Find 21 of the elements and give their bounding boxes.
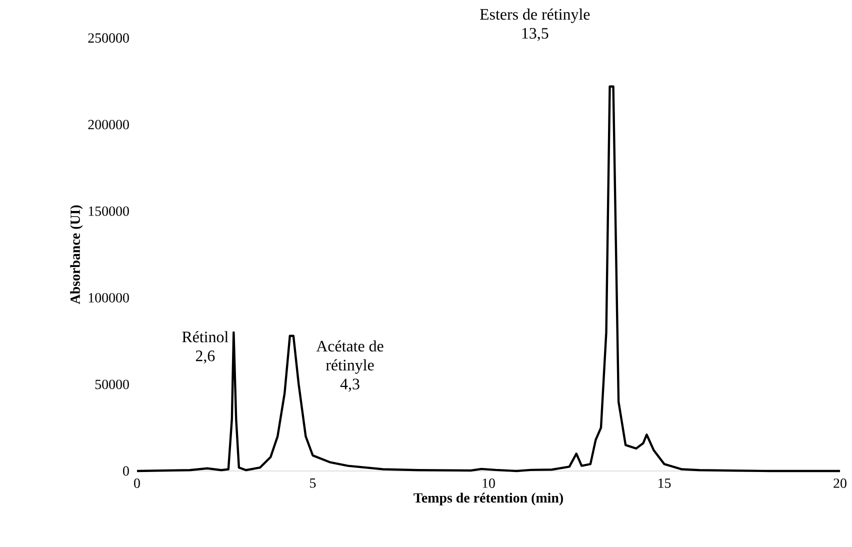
y-tick-label: 250000 — [88, 33, 129, 43]
x-tick-label: 0 — [134, 478, 140, 488]
x-tick-label: 20 — [834, 478, 846, 488]
y-tick-label: 0 — [123, 466, 129, 476]
y-tick-label: 150000 — [88, 206, 129, 216]
y-tick-label: 50000 — [95, 380, 129, 390]
annotation: 13,5 — [522, 28, 548, 41]
x-tick-label: 10 — [482, 478, 495, 488]
y-tick-label: 100000 — [88, 293, 129, 303]
annotation: 4,3 — [340, 378, 360, 392]
annotation: 2,6 — [196, 350, 215, 364]
annotation: Rétinol — [182, 331, 228, 342]
y-axis-title: Absorbance (UI) — [70, 205, 83, 304]
x-tick-label: 15 — [658, 478, 671, 488]
y-tick-label: 200000 — [88, 120, 129, 130]
x-axis-title: Temps de rétention (min) — [414, 492, 563, 506]
x-tick-label: 5 — [310, 478, 316, 488]
annotation: rétinyle — [326, 359, 374, 374]
text: Esters de rétinyle — [480, 8, 590, 24]
annotation: Acétate de — [316, 340, 384, 352]
line-series — [136, 85, 842, 472]
